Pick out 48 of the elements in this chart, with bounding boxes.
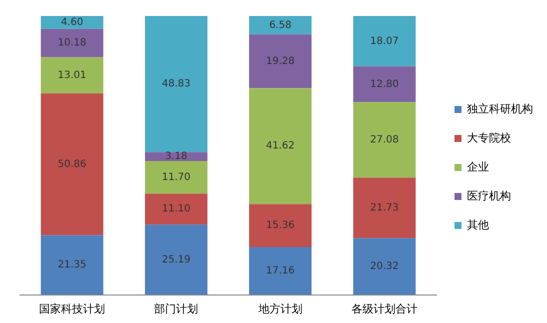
data-label: 50.86	[58, 158, 86, 170]
bar	[40, 57, 104, 94]
x-tick-label: 各级计划合计	[351, 302, 418, 316]
x-tick-label: 地方计划	[257, 302, 302, 316]
data-label: 11.70	[162, 172, 191, 183]
legend-label: 企业	[467, 160, 489, 174]
data-label: 27.08	[370, 134, 399, 146]
data-label: 13.01	[58, 70, 86, 81]
bar	[40, 93, 104, 236]
data-label: 19.28	[266, 56, 295, 67]
legend-label: 其他	[467, 218, 489, 232]
bar	[40, 235, 104, 295]
bar	[144, 161, 208, 194]
data-label: 4.60	[60, 17, 84, 28]
data-label: 25.19	[162, 254, 191, 266]
bar	[249, 16, 312, 34]
data-label: 21.73	[370, 202, 399, 214]
bar	[249, 88, 312, 204]
bar	[144, 224, 208, 295]
x-tick-label: 部门计划	[154, 302, 198, 316]
bar	[144, 194, 208, 225]
x-tick-label: 国家科技计划	[39, 302, 106, 316]
data-label: 6.58	[269, 20, 292, 31]
data-label: 11.10	[162, 204, 191, 215]
data-label: 18.07	[370, 36, 399, 47]
data-label: 21.35	[58, 260, 86, 271]
legend-label: 大专院校	[467, 131, 511, 144]
legend-label: 独立科研机构	[467, 102, 533, 116]
bar	[353, 16, 416, 66]
bar	[249, 246, 312, 295]
bar	[353, 178, 416, 238]
data-label: 3.18	[165, 151, 188, 162]
data-label: 15.36	[266, 220, 295, 232]
bar	[144, 16, 208, 152]
data-label: 12.80	[370, 78, 399, 90]
data-label: 17.16	[266, 265, 295, 276]
data-label: 48.83	[162, 78, 191, 90]
bar	[40, 16, 104, 29]
data-label: 20.32	[370, 261, 399, 272]
bar	[249, 34, 312, 88]
bar	[353, 102, 416, 178]
data-label: 41.62	[266, 140, 295, 152]
bar	[249, 204, 312, 247]
bar	[353, 238, 416, 295]
legend-label: 医疗机构	[467, 189, 511, 202]
data-label: 10.18	[58, 38, 86, 49]
bar	[353, 66, 416, 102]
bar	[40, 28, 104, 58]
